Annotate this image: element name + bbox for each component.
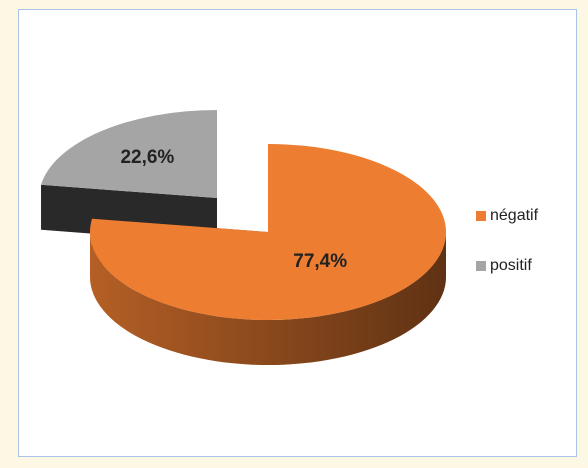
- legend-swatch: [476, 211, 486, 221]
- slice-wall-shade: [90, 232, 446, 365]
- legend-swatch: [476, 261, 486, 271]
- slice: [89, 144, 446, 321]
- data-label: 77,4%: [293, 251, 347, 272]
- legend-label: négatif: [490, 207, 539, 224]
- slice: [41, 110, 217, 198]
- legend-label: positif: [490, 257, 532, 274]
- data-label: 22,6%: [120, 147, 174, 168]
